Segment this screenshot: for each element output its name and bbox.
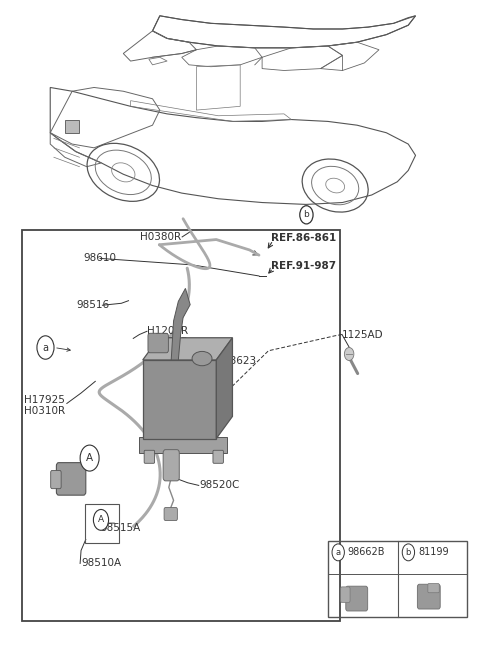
FancyBboxPatch shape: [51, 470, 61, 489]
Text: H1120R: H1120R: [147, 337, 189, 347]
Text: b: b: [406, 548, 411, 557]
Text: 98662B: 98662B: [348, 547, 385, 558]
Text: 98520C: 98520C: [200, 480, 240, 491]
Text: a: a: [336, 548, 341, 557]
Polygon shape: [171, 289, 190, 360]
Text: b: b: [303, 211, 309, 219]
FancyBboxPatch shape: [341, 587, 350, 602]
Text: 81199: 81199: [418, 547, 448, 558]
FancyBboxPatch shape: [163, 449, 179, 481]
FancyBboxPatch shape: [164, 508, 178, 520]
Text: 98620: 98620: [157, 379, 190, 388]
Text: A: A: [86, 453, 93, 463]
Text: 98516: 98516: [76, 300, 109, 310]
Text: 98623: 98623: [223, 356, 256, 365]
Polygon shape: [65, 119, 80, 133]
Text: a: a: [42, 342, 48, 352]
Text: 98510A: 98510A: [81, 558, 121, 569]
Text: 98515A: 98515A: [100, 523, 140, 533]
Circle shape: [332, 544, 344, 561]
Polygon shape: [216, 338, 232, 439]
Circle shape: [37, 336, 54, 359]
Text: 98610: 98610: [84, 253, 117, 264]
Text: REF.86-861: REF.86-861: [271, 234, 336, 243]
Ellipse shape: [192, 352, 212, 366]
Circle shape: [300, 206, 313, 224]
FancyBboxPatch shape: [139, 437, 227, 453]
Text: 1125AD: 1125AD: [342, 329, 384, 340]
Circle shape: [80, 445, 99, 471]
FancyBboxPatch shape: [148, 333, 168, 353]
FancyBboxPatch shape: [213, 450, 223, 463]
Text: H1200R: H1200R: [147, 326, 189, 337]
FancyBboxPatch shape: [428, 584, 439, 593]
FancyBboxPatch shape: [346, 586, 368, 611]
FancyBboxPatch shape: [143, 360, 216, 439]
Text: H0310R: H0310R: [24, 405, 65, 416]
Circle shape: [344, 348, 354, 361]
Text: H17925: H17925: [24, 394, 65, 405]
Circle shape: [94, 510, 108, 530]
FancyBboxPatch shape: [418, 584, 440, 609]
FancyBboxPatch shape: [144, 450, 155, 463]
Polygon shape: [143, 338, 232, 360]
FancyBboxPatch shape: [56, 462, 86, 495]
Text: H0380R: H0380R: [140, 232, 180, 242]
Text: A: A: [98, 516, 104, 524]
Text: REF.91-987: REF.91-987: [271, 261, 336, 271]
Circle shape: [402, 544, 415, 561]
